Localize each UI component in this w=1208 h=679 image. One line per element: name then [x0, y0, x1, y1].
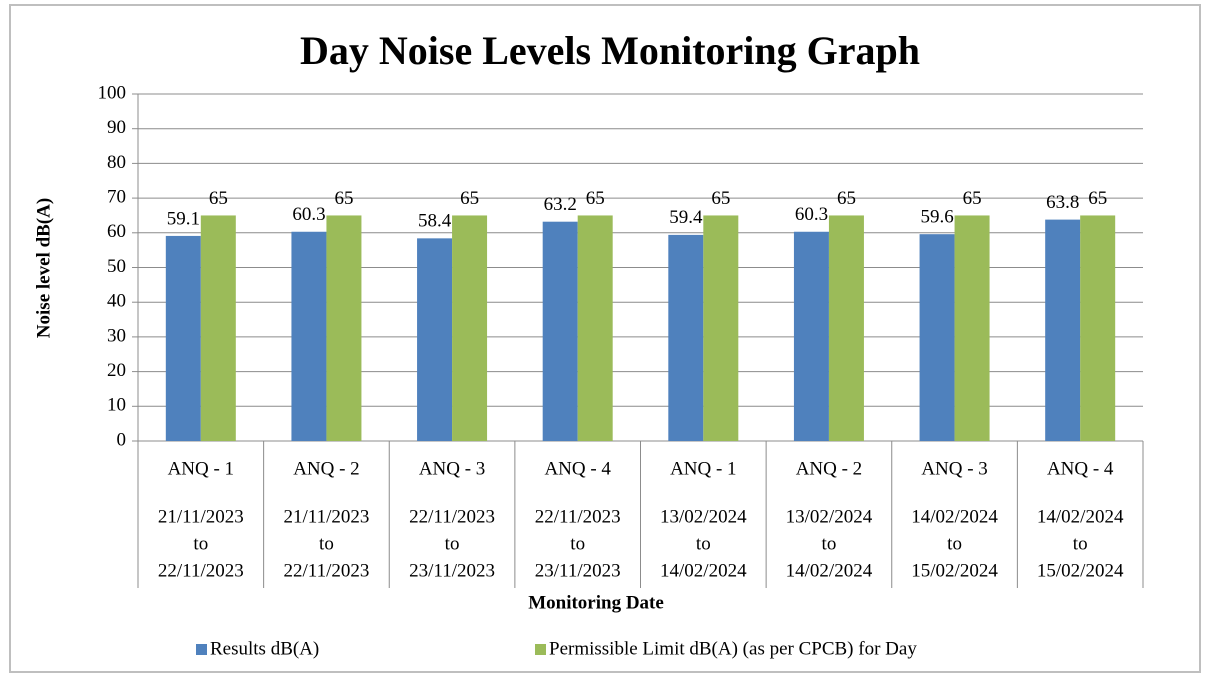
value-label: 65 [837, 188, 856, 209]
bar [452, 215, 488, 441]
period-label: 15/02/2024 [911, 560, 998, 581]
bar [1045, 219, 1081, 441]
period-label: 14/02/2024 [911, 506, 998, 527]
period-label: to [822, 533, 837, 554]
y-tick-label: 90 [107, 117, 126, 138]
period-label: to [1073, 533, 1088, 554]
y-axis-title: Noise level dB(A) [33, 198, 54, 338]
period-label: 22/11/2023 [284, 560, 370, 581]
period-label: to [570, 533, 585, 554]
period-label: 14/02/2024 [1037, 506, 1124, 527]
bar [703, 215, 739, 441]
period-label: 21/11/2023 [158, 506, 244, 527]
period-label: 14/02/2024 [660, 560, 747, 581]
y-tick-label: 70 [107, 186, 126, 207]
value-label: 65 [586, 188, 605, 209]
y-tick-label: 10 [107, 395, 126, 416]
value-label: 65 [711, 188, 730, 209]
bar [954, 215, 990, 441]
y-tick-label: 100 [98, 82, 127, 103]
bar [326, 215, 362, 441]
bar [828, 215, 864, 441]
y-tick-label: 0 [117, 429, 127, 450]
bar [668, 234, 704, 441]
period-label: 13/02/2024 [786, 506, 873, 527]
legend-label: Results dB(A) [210, 638, 319, 659]
period-label: 13/02/2024 [660, 506, 747, 527]
value-label: 63.8 [1046, 192, 1079, 213]
value-label: 60.3 [292, 204, 325, 225]
legend-label: Permissible Limit dB(A) (as per CPCB) fo… [549, 638, 917, 659]
period-label: to [696, 533, 711, 554]
bar [165, 235, 201, 441]
x-tick-label: ANQ - 4 [1047, 458, 1114, 479]
x-tick-label: ANQ - 1 [168, 458, 235, 479]
value-label: 65 [1088, 188, 1107, 209]
x-tick-label: ANQ - 3 [419, 458, 486, 479]
y-tick-label: 80 [107, 152, 126, 173]
bar [1080, 215, 1116, 441]
x-tick-label: ANQ - 2 [796, 458, 863, 479]
legend-swatch [196, 644, 207, 655]
bar [200, 215, 236, 441]
bar [577, 215, 613, 441]
y-tick-label: 50 [107, 256, 126, 277]
bar [542, 221, 578, 441]
x-tick-label: ANQ - 2 [293, 458, 360, 479]
x-axis-title: Monitoring Date [528, 592, 664, 613]
bar [417, 238, 453, 441]
y-tick-label: 20 [107, 360, 126, 381]
x-tick-label: ANQ - 4 [544, 458, 611, 479]
value-label: 60.3 [795, 204, 828, 225]
period-label: 21/11/2023 [284, 506, 370, 527]
bar [919, 234, 955, 441]
period-label: 22/11/2023 [409, 506, 495, 527]
x-tick-label: ANQ - 1 [670, 458, 737, 479]
period-label: to [445, 533, 460, 554]
period-label: to [947, 533, 962, 554]
bar [793, 231, 829, 441]
period-label: 22/11/2023 [535, 506, 621, 527]
y-tick-label: 60 [107, 221, 126, 242]
period-label: 15/02/2024 [1037, 560, 1124, 581]
value-label: 58.4 [418, 211, 452, 232]
period-label: to [193, 533, 208, 554]
period-label: to [319, 533, 334, 554]
value-label: 63.2 [544, 194, 577, 215]
legend-swatch [535, 644, 546, 655]
value-label: 59.6 [920, 207, 953, 228]
y-tick-label: 30 [107, 325, 126, 346]
value-label: 59.1 [167, 208, 200, 229]
x-tick-label: ANQ - 3 [921, 458, 988, 479]
period-label: 23/11/2023 [535, 560, 621, 581]
value-label: 65 [963, 188, 982, 209]
chart-title: Day Noise Levels Monitoring Graph [300, 28, 920, 73]
value-label: 65 [334, 188, 353, 209]
period-label: 22/11/2023 [158, 560, 244, 581]
bar [291, 231, 327, 441]
period-label: 23/11/2023 [409, 560, 495, 581]
value-label: 65 [209, 188, 228, 209]
period-label: 14/02/2024 [786, 560, 873, 581]
value-label: 59.4 [669, 207, 703, 228]
y-tick-label: 40 [107, 291, 126, 312]
value-label: 65 [460, 188, 479, 209]
